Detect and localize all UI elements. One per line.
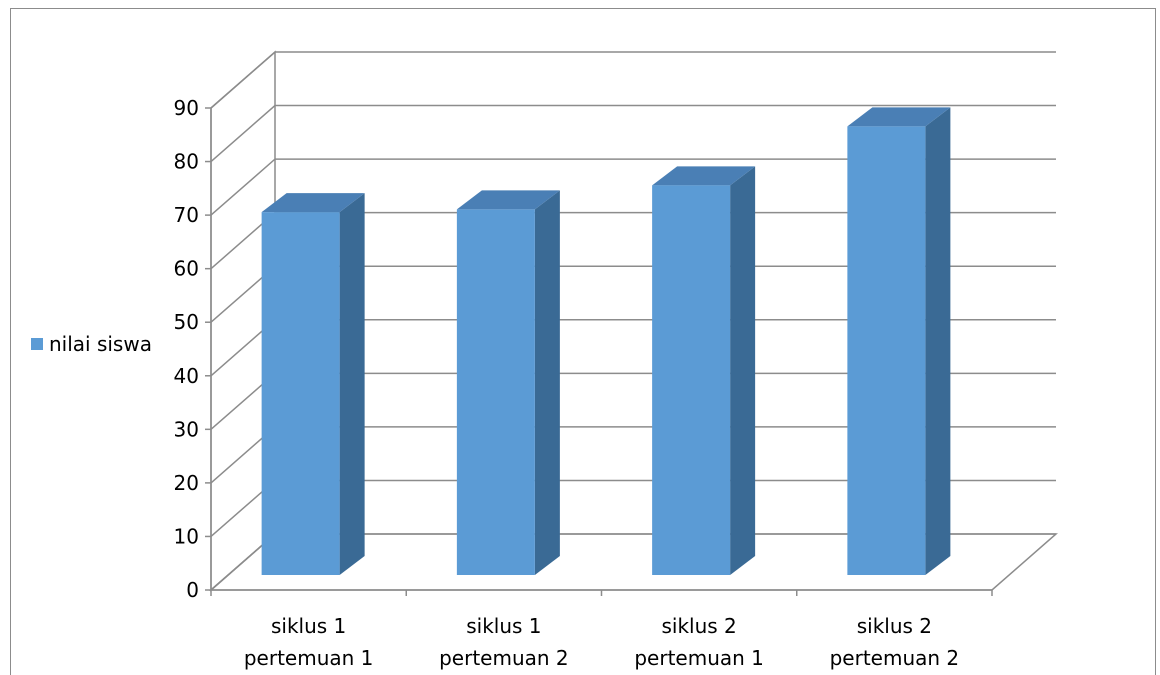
gridline [210,51,1056,109]
y-tick-label: 0 [186,578,199,602]
legend-label: nilai siswa [49,332,152,356]
y-tick-label: 20 [174,471,199,495]
bar-top [456,190,560,210]
category-labels: siklus 1 pertemuan 1 siklus 1 pertemuan 2 si… [244,614,959,670]
bar-front [652,185,731,576]
y-tick-label: 40 [174,364,199,388]
bar-top [261,193,365,213]
gridline [210,158,1056,216]
category-label: pertemuan 1 [634,646,764,670]
y-tick-label: 30 [174,417,199,441]
bar-side [730,166,756,576]
bar-side [339,193,365,575]
y-tick-label: 80 [174,150,199,174]
bar-top [652,166,756,186]
category-label: pertemuan 2 [439,646,569,670]
y-tick-label: 50 [174,310,199,334]
legend: nilai siswa [31,332,152,356]
bar [456,190,560,575]
category-label: pertemuan 1 [244,646,374,670]
y-tick-label: 70 [174,203,199,227]
bar [652,166,756,576]
bar [261,193,365,575]
legend-swatch [31,338,43,350]
bar-front [456,209,535,575]
category-label: siklus 2 [857,614,932,638]
y-tick-label: 90 [174,96,199,120]
y-tick-labels: 0 10 20 30 40 50 60 70 80 90 [174,96,199,602]
bar-side [925,107,951,575]
y-tick-label: 60 [174,257,199,281]
y-tick-label: 10 [174,524,199,548]
category-label: siklus 1 [466,614,541,638]
bars [261,107,951,576]
bar-top [847,107,951,127]
category-label: siklus 1 [271,614,346,638]
bar-front [847,126,926,575]
bar-side [534,190,560,575]
chart-frame [10,8,1156,675]
bar [847,107,951,575]
bar-front [261,212,340,575]
category-label: siklus 2 [661,614,736,638]
gridline [210,104,1056,163]
category-label: pertemuan 2 [830,646,960,670]
axes [205,107,993,596]
